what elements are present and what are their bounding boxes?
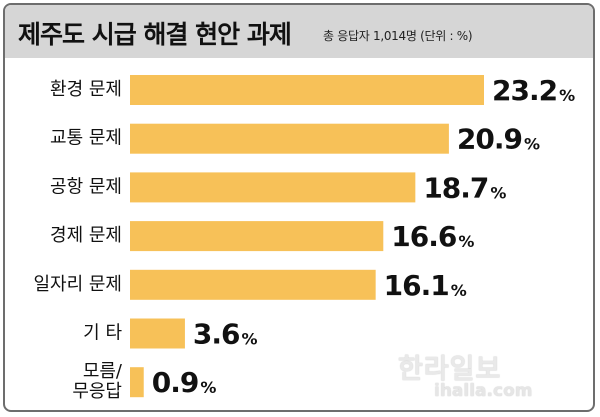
category-label: 무응답 [72, 381, 122, 402]
bar [130, 172, 416, 203]
value-label: 16.6% [391, 220, 474, 253]
value-number: 16.6 [391, 220, 456, 253]
value-label: 18.7% [423, 171, 506, 204]
bar-chart: 환경 문제 23.2 % 교통 문제 20.9 % 공항 문제 18.7 % 경제 문제 16.6%… [33, 74, 575, 402]
bar [130, 269, 376, 300]
chart-subtitle: 총 응답자 1,014명 (단위 : %) [323, 29, 473, 43]
value-unit: % [490, 183, 506, 202]
value-unit: % [242, 329, 258, 348]
value-label: 20.9% [457, 123, 540, 156]
category-label: 기 타 [83, 323, 122, 344]
value-unit: % [451, 280, 467, 299]
value-number: 0.9 [152, 366, 199, 399]
value-label: 3.6% [193, 318, 258, 351]
value-number: 16.1 [384, 269, 449, 302]
value-number: 20.9 [457, 123, 522, 156]
watermark-site: ihalla.com [434, 381, 533, 401]
bar [130, 75, 484, 105]
value-label: 16.1% [384, 269, 467, 302]
category-label: 일자리 문제 [33, 274, 122, 295]
chart-frame: 제주도 시급 해결 현안 과제 총 응답자 1,014명 (단위 : %) 환경… [3, 3, 595, 412]
bar [130, 123, 449, 154]
bar [130, 318, 185, 349]
category-label: 공항 문제 [50, 176, 122, 197]
value-unit: % [559, 86, 575, 105]
watermark-logo: 한라일보 [398, 354, 502, 385]
value-label: 23.2% [492, 74, 575, 107]
bar [130, 221, 384, 252]
value-number: 3.6 [193, 318, 240, 351]
category-label: 환경 문제 [50, 79, 122, 100]
value-unit: % [200, 378, 216, 397]
bar [130, 367, 144, 398]
chart-title: 제주도 시급 해결 현안 과제 [18, 20, 292, 49]
watermark: 한라일보 ihalla.com [398, 347, 568, 407]
category-label: 교통 문제 [50, 128, 122, 149]
category-label: 경제 문제 [50, 225, 122, 246]
value-unit: % [524, 134, 540, 153]
value-number: 18.7 [423, 171, 488, 204]
value-number: 23.2 [492, 74, 557, 107]
value-label: 0.9% [152, 366, 217, 399]
chart-header: 제주도 시급 해결 현안 과제 총 응답자 1,014명 (단위 : %) [5, 5, 593, 58]
value-unit: % [458, 232, 474, 251]
category-label: 모름/ [83, 361, 123, 382]
